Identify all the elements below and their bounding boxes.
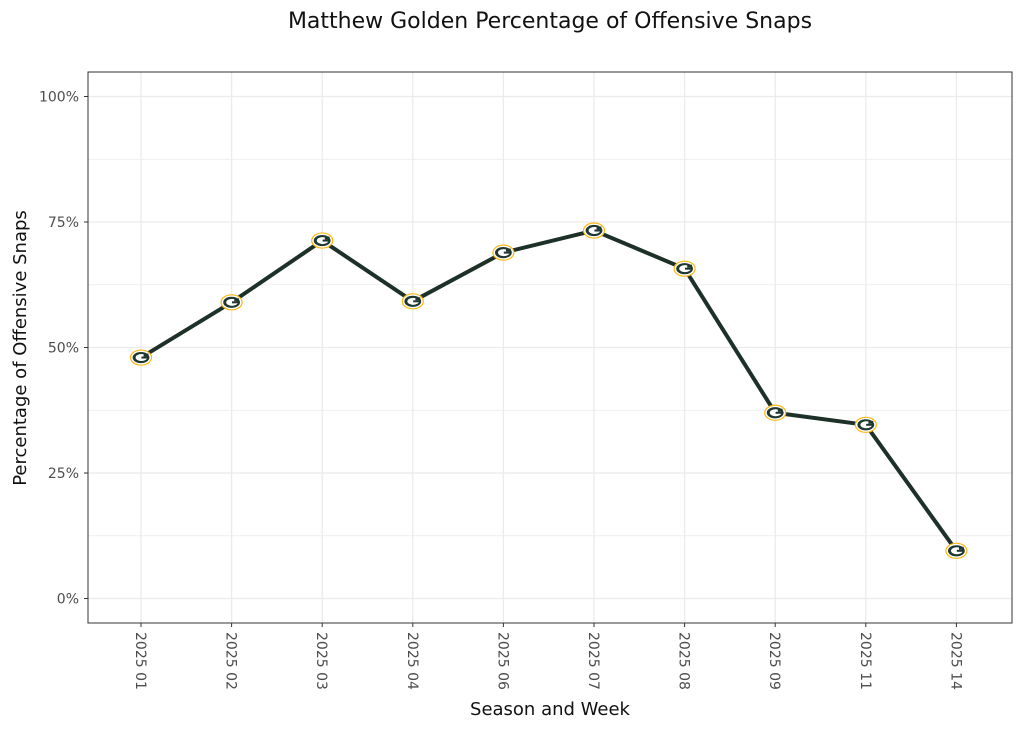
marker-g-notch xyxy=(234,298,239,302)
y-tick-label: 50% xyxy=(48,341,79,357)
x-axis: 2025 01 2025 02 2025 03 2025 04 2025 06 2025 … xyxy=(132,623,963,690)
marker-g-bar xyxy=(866,423,873,426)
data-point-marker xyxy=(582,222,606,239)
x-tick-label: 2025 04 xyxy=(404,632,420,690)
chart-title: Matthew Golden Percentage of Offensive S… xyxy=(288,9,812,34)
x-tick-label: 2025 07 xyxy=(585,632,601,690)
marker-g-bar xyxy=(413,300,420,303)
marker-g-bar xyxy=(322,239,330,242)
marker-g-notch xyxy=(506,248,511,252)
x-tick-label: 2025 09 xyxy=(766,632,782,690)
series-line xyxy=(139,228,959,553)
x-tick-label: 2025 08 xyxy=(676,632,692,690)
x-tick-label: 2025 11 xyxy=(857,632,873,690)
x-tick-label: 2025 02 xyxy=(223,632,239,690)
data-point-marker xyxy=(492,244,515,261)
data-point-marker xyxy=(129,349,153,366)
marker-g-bar xyxy=(956,549,964,552)
data-point-marker xyxy=(854,416,877,433)
x-tick-label: 2025 14 xyxy=(947,632,963,690)
marker-g-notch xyxy=(687,264,692,268)
x-tick-label: 2025 06 xyxy=(494,632,510,690)
data-point-marker xyxy=(220,294,243,311)
marker-layer xyxy=(129,222,968,559)
x-tick-label: 2025 03 xyxy=(313,632,329,690)
grid-lines xyxy=(88,72,1012,623)
marker-g-bar xyxy=(503,251,511,254)
y-axis-title: Percentage of Offensive Snaps xyxy=(10,210,31,486)
y-axis: 0% 25% 50% 75% 100% xyxy=(39,90,88,608)
marker-g-notch xyxy=(143,353,149,357)
marker-g-notch xyxy=(868,420,874,424)
y-tick-label: 0% xyxy=(57,592,79,608)
marker-g-bar xyxy=(685,267,692,270)
x-tick-label: 2025 01 xyxy=(132,632,148,690)
y-tick-label: 75% xyxy=(48,215,79,231)
marker-g-notch xyxy=(596,226,602,230)
data-point-marker xyxy=(673,260,696,277)
marker-g-notch xyxy=(959,546,964,550)
marker-g-bar xyxy=(775,411,783,414)
y-tick-label: 100% xyxy=(39,90,79,106)
x-axis-title: Season and Week xyxy=(470,699,631,720)
marker-g-bar xyxy=(141,356,148,359)
marker-g-notch xyxy=(324,236,330,240)
data-point-marker xyxy=(945,542,968,559)
data-point-marker xyxy=(401,293,424,310)
marker-g-notch xyxy=(415,297,421,301)
marker-g-bar xyxy=(232,301,239,304)
y-tick-label: 25% xyxy=(48,466,79,482)
marker-g-bar xyxy=(594,229,601,232)
data-point-marker xyxy=(764,404,787,421)
series-layer xyxy=(139,228,959,553)
data-point-marker xyxy=(311,232,334,249)
marker-g-notch xyxy=(777,408,783,412)
